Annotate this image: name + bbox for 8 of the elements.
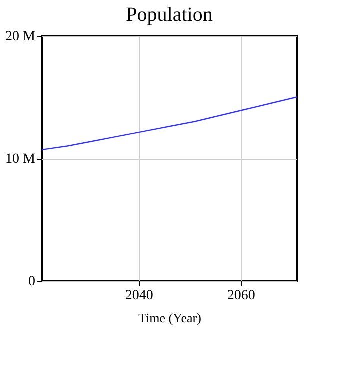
y-tick-label: 0 — [28, 274, 36, 290]
x-tick-label: 2060 — [227, 288, 256, 304]
y-tick-label: 20 M — [6, 30, 36, 44]
x-axis-title: Time (Year) — [138, 310, 202, 326]
x-tick-label: 2040 — [125, 288, 154, 304]
line-series — [41, 96, 298, 151]
chart-title: Population — [126, 4, 213, 26]
y-tick-label: 10 M — [6, 152, 36, 167]
